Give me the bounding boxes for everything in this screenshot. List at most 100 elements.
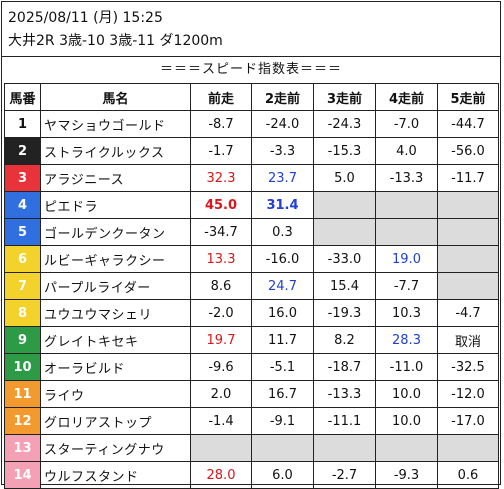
horse-number: 3 [4,164,41,192]
speed-index-value: -1.4 [190,407,252,435]
horse-number: 14 [4,461,41,489]
table-row: 13 スターティングナウ [4,434,499,462]
speed-index-value: -2.7 [313,461,376,489]
horse-name: オーラビルド [40,353,191,381]
speed-index-value: 45.0 [190,191,252,219]
table-row: 1 ヤマショウゴールド -8.7 -24.0 -24.3 -7.0 -44.7 [4,110,499,138]
speed-index-value: -8.7 [190,110,252,138]
table-row: 10 オーラビルド -9.6 -5.1 -18.7 -11.0 -32.5 [4,353,499,381]
horse-number: 13 [4,434,41,462]
horse-number: 8 [4,299,41,327]
column-header-4back: 4走前 [375,83,438,111]
speed-index-value: 28.0 [190,461,252,489]
speed-index-value: -33.0 [313,245,376,273]
table-header-row: 馬番 馬名 前走 2走前 3走前 4走前 5走前 [4,83,499,111]
table-row: 8 ユウユウマシェリ -2.0 16.0 -19.3 10.3 -4.7 [4,299,499,327]
speed-index-value: 2.0 [190,380,252,408]
speed-index-value: -17.0 [437,407,499,435]
speed-index-value: 32.3 [190,164,252,192]
speed-index-value [437,191,499,219]
horse-name: グレイトキセキ [40,326,191,354]
speed-index-value: -18.7 [313,353,376,381]
speed-index-value: -24.3 [313,110,376,138]
horse-name: アラジニース [40,164,191,192]
speed-index-value: -1.7 [190,137,252,165]
speed-index-value: 31.4 [251,191,314,219]
speed-index-value: -9.6 [190,353,252,381]
speed-index-value: 19.0 [375,245,438,273]
speed-index-value: -7.0 [375,110,438,138]
horse-name: ライウ [40,380,191,408]
speed-index-value: -4.7 [437,299,499,327]
speed-index-value [251,434,314,462]
speed-index-value: -34.7 [190,218,252,246]
speed-index-value: 15.4 [313,272,376,300]
column-header-last: 前走 [190,83,252,111]
speed-index-value: -12.0 [437,380,499,408]
header-divider [2,56,500,57]
horse-number: 10 [4,353,41,381]
table-row: 3 アラジニース 32.3 23.7 5.0 -13.3 -11.7 [4,164,499,192]
horse-name: ウルフスタンド [40,461,191,489]
speed-index-table: 馬番 馬名 前走 2走前 3走前 4走前 5走前 1 ヤマショウゴールド -8.7-… [4,83,499,489]
speed-index-value: 取消 [437,326,499,354]
speed-index-value: 10.0 [375,407,438,435]
speed-index-value [437,245,499,273]
speed-index-value: 4.0 [375,137,438,165]
table-row: 11 ライウ 2.0 16.7 -13.3 10.0 -12.0 [4,380,499,408]
horse-name: ユウユウマシェリ [40,299,191,327]
speed-index-value: -56.0 [437,137,499,165]
table-row: 9 グレイトキセキ 19.7 11.7 8.2 28.3 取消 [4,326,499,354]
race-info-label: 大井2R 3歳-10 3歳-11 ダ1200m [8,33,223,49]
speed-index-value: 11.7 [251,326,314,354]
speed-index-value [313,434,376,462]
speed-index-value: 8.2 [313,326,376,354]
horse-name: スターティングナウ [40,434,191,462]
speed-index-value [437,272,499,300]
speed-index-value: 23.7 [251,164,314,192]
horse-name: ルビーギャラクシー [40,245,191,273]
horse-number: 1 [4,110,41,138]
speed-index-value: -9.3 [375,461,438,489]
speed-index-value: 10.0 [375,380,438,408]
horse-number: 9 [4,326,41,354]
table-row: 14 ウルフスタンド 28.0 6.0 -2.7 -9.3 0.6 [4,461,499,489]
speed-index-value: 0.3 [251,218,314,246]
speed-index-value: -16.0 [251,245,314,273]
speed-index-value: -5.1 [251,353,314,381]
speed-index-value: 0.6 [437,461,499,489]
speed-index-value [375,434,438,462]
table-row: 2 ストライクルックス -1.7 -3.3 -15.3 4.0 -56.0 [4,137,499,165]
horse-name: パープルライダー [40,272,191,300]
table-row: 6 ルビーギャラクシー 13.3 -16.0 -33.0 19.0 [4,245,499,273]
speed-index-value: -19.3 [313,299,376,327]
speed-index-value [437,218,499,246]
speed-index-value: 16.0 [251,299,314,327]
horse-number: 2 [4,137,41,165]
speed-index-value [375,218,438,246]
speed-index-value: -11.7 [437,164,499,192]
speed-index-value: -15.3 [313,137,376,165]
horse-number: 4 [4,191,41,219]
speed-index-value: -11.1 [313,407,376,435]
horse-name: ピエドラ [40,191,191,219]
speed-index-value: -24.0 [251,110,314,138]
horse-name: ヤマショウゴールド [40,110,191,138]
column-header-number: 馬番 [4,83,41,111]
speed-index-value: 8.6 [190,272,252,300]
datetime-label: 2025/08/11 (月) 15:25 [8,10,163,26]
horse-number: 11 [4,380,41,408]
speed-index-value [437,434,499,462]
speed-index-value: -44.7 [437,110,499,138]
table-row: 5 ゴールデンクータン -34.7 0.3 [4,218,499,246]
horse-number: 7 [4,272,41,300]
speed-index-value: 28.3 [375,326,438,354]
speed-index-value: 16.7 [251,380,314,408]
speed-index-value: 13.3 [190,245,252,273]
table-title: ＝＝＝スピード指数表＝＝＝ [159,62,342,77]
speed-index-value: -9.1 [251,407,314,435]
table-row: 4 ピエドラ 45.0 31.4 [4,191,499,219]
horse-name: ゴールデンクータン [40,218,191,246]
column-header-2back: 2走前 [251,83,314,111]
